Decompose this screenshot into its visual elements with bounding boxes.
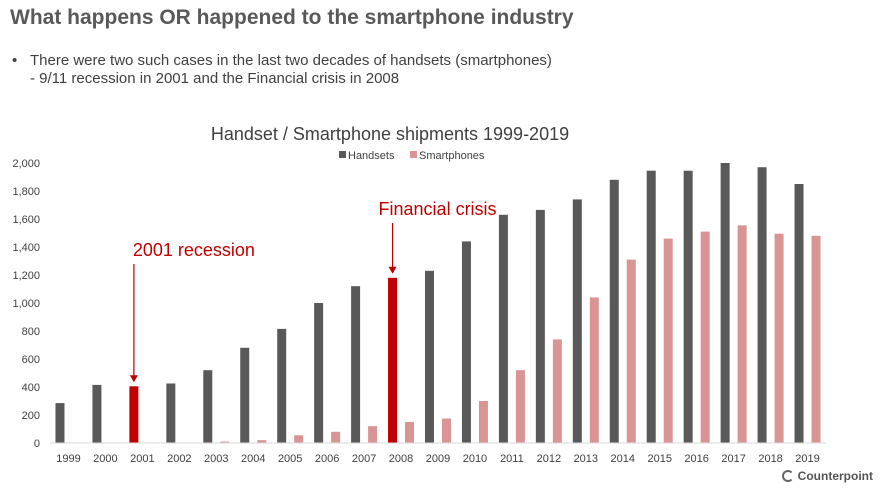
legend-label-smartphones: Smartphones xyxy=(419,150,485,162)
y-tick-label: 800 xyxy=(22,326,40,338)
x-tick-label-2003: 2003 xyxy=(204,453,228,465)
bar-handsets-2017 xyxy=(720,163,730,443)
y-axis: 0 200 400 600 800 1,000 1,200 1,400 1,600 1,800 2,… xyxy=(12,158,40,450)
bar-handsets-2002 xyxy=(166,383,176,443)
x-tick-label-2018: 2018 xyxy=(758,453,782,465)
x-tick-label-1999: 1999 xyxy=(56,453,80,465)
bar-smartphones-2006 xyxy=(331,431,341,443)
legend-label-handsets: Handsets xyxy=(348,150,395,162)
bar-handsets-2012 xyxy=(535,209,545,443)
annotation-label-2001-recession: 2001 recession xyxy=(133,240,255,260)
logo-text: Counterpoint xyxy=(797,469,873,483)
x-tick-label-2011: 2011 xyxy=(500,453,524,465)
bar-handsets-2000 xyxy=(92,384,102,443)
bar-smartphones-2017 xyxy=(737,225,747,443)
bar-smartphones-2012 xyxy=(552,339,562,443)
legend-swatch-smartphones xyxy=(410,151,417,158)
x-tick-label-2008: 2008 xyxy=(389,453,413,465)
bar-smartphones-2009 xyxy=(442,418,451,443)
x-tick-label-2016: 2016 xyxy=(684,453,708,465)
x-tick-label-2001: 2001 xyxy=(130,453,154,465)
bar-smartphones-2010 xyxy=(478,401,488,443)
x-tick-label-2010: 2010 xyxy=(463,453,487,465)
bar-handsets-2011 xyxy=(498,214,508,443)
bar-smartphones-2018 xyxy=(774,233,784,443)
bar-handsets-2004 xyxy=(240,347,250,443)
annotations-group: 2001 recession Financial crisis xyxy=(129,199,497,383)
x-tick-label-2013: 2013 xyxy=(574,453,598,465)
bar-handsets-2019 xyxy=(794,184,804,443)
x-tick-label-2009: 2009 xyxy=(426,453,450,465)
bar-handsets-2013 xyxy=(572,199,582,443)
bar-smartphones-2016 xyxy=(700,231,710,443)
chart-title: Handset / Smartphone shipments 1999-2019 xyxy=(211,124,569,144)
bar-handsets-2010 xyxy=(461,241,471,443)
bar-handsets-2016 xyxy=(683,170,693,443)
bar-handsets-2008 xyxy=(388,277,398,443)
bar-smartphones-2019 xyxy=(811,235,821,443)
x-tick-label-2015: 2015 xyxy=(647,453,671,465)
y-tick-label: 600 xyxy=(22,354,40,366)
annotation-arrowhead-2008 xyxy=(388,266,397,274)
bar-handsets-1999 xyxy=(55,403,65,443)
x-axis: 1999 2000 2001 2002 2003 2004 2005 2006 2007 2008… xyxy=(50,442,826,465)
bar-smartphones-2003 xyxy=(220,441,230,443)
annotation-arrowhead-2001 xyxy=(129,375,138,383)
bar-handsets-2003 xyxy=(203,370,213,443)
legend-swatch-handsets xyxy=(339,151,346,158)
bullet-block: • There were two such cases in the last … xyxy=(12,52,552,88)
chart-legend: Handsets Smartphones xyxy=(339,150,485,162)
bar-handsets-2014 xyxy=(609,179,619,444)
slide-title: What happens OR happened to the smartpho… xyxy=(10,6,574,29)
x-tick-label-2017: 2017 xyxy=(721,453,745,465)
y-tick-label: 400 xyxy=(22,382,40,394)
x-tick-label-2019: 2019 xyxy=(795,453,819,465)
bar-handsets-2009 xyxy=(425,270,434,443)
x-tick-label-2005: 2005 xyxy=(278,453,302,465)
bar-smartphones-2008 xyxy=(405,422,415,443)
bar-smartphones-2011 xyxy=(515,370,525,443)
bullet-line-1: • There were two such cases in the last … xyxy=(12,52,552,70)
bar-handsets-2005 xyxy=(277,328,287,443)
y-tick-label: 0 xyxy=(34,438,40,450)
bullet-dot: • xyxy=(12,52,18,69)
y-tick-label: 2,000 xyxy=(12,158,40,170)
counterpoint-logo-icon xyxy=(781,470,794,482)
annotation-label-financial-crisis: Financial crisis xyxy=(379,199,497,219)
x-tick-label-2002: 2002 xyxy=(167,453,191,465)
bars-group xyxy=(55,163,821,444)
y-tick-label: 1,400 xyxy=(12,242,40,254)
counterpoint-logo: Counterpoint xyxy=(781,469,873,483)
bullet-text-2: - 9/11 recession in 2001 and the Financi… xyxy=(30,70,400,87)
x-tick-label-2004: 2004 xyxy=(241,453,265,465)
y-tick-label: 1,200 xyxy=(12,270,40,282)
bar-smartphones-2004 xyxy=(257,440,267,443)
x-tick-label-2007: 2007 xyxy=(352,453,376,465)
bar-handsets-2018 xyxy=(757,167,767,443)
bar-smartphones-2005 xyxy=(294,435,304,443)
bar-handsets-2015 xyxy=(646,170,656,443)
bar-handsets-2007 xyxy=(351,286,361,443)
bar-smartphones-2007 xyxy=(368,426,378,443)
y-tick-label: 1,800 xyxy=(12,186,40,198)
bar-handsets-2001 xyxy=(129,386,139,443)
bar-handsets-2006 xyxy=(314,303,324,443)
x-tick-label-2006: 2006 xyxy=(315,453,339,465)
bullet-text-1: There were two such cases in the last tw… xyxy=(30,52,552,69)
x-tick-label-2012: 2012 xyxy=(537,453,561,465)
bar-smartphones-2015 xyxy=(663,238,673,443)
bar-smartphones-2014 xyxy=(626,259,636,443)
x-tick-label-2014: 2014 xyxy=(611,453,635,465)
y-tick-label: 1,600 xyxy=(12,214,40,226)
y-tick-label: 200 xyxy=(22,410,40,422)
x-tick-label-2000: 2000 xyxy=(93,453,117,465)
bar-smartphones-2013 xyxy=(589,297,599,443)
y-tick-label: 1,000 xyxy=(12,298,40,310)
